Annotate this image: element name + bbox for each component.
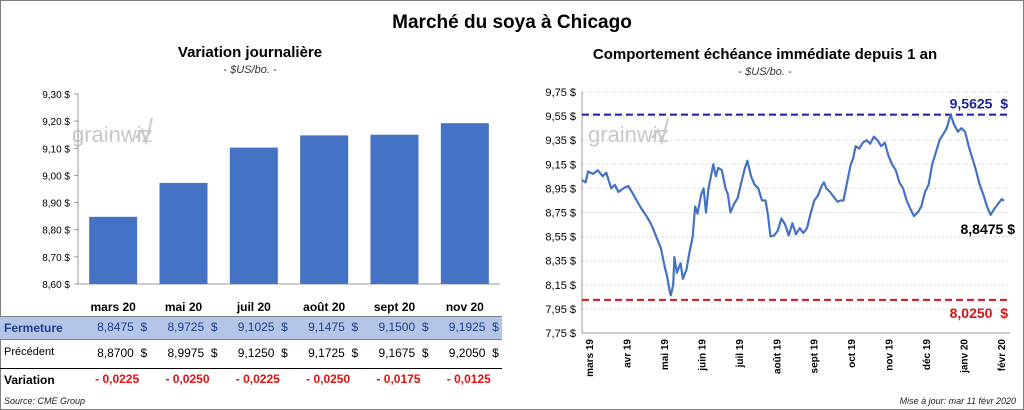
left-chart-unit: - $US/bo. - [223, 64, 277, 76]
watermark-logo: grainwiz [72, 117, 153, 147]
y-tick-label: 8,80 $ [42, 226, 70, 237]
variation-value: - 0,0125 [447, 372, 491, 386]
y-tick-label: 9,30 $ [42, 90, 70, 101]
precedent-value: 8,8700 $ [97, 346, 147, 360]
y-tick-label: 7,95 $ [545, 304, 576, 316]
bar [440, 123, 489, 284]
price-line [581, 113, 1005, 297]
y-tick-label: 9,00 $ [42, 171, 70, 182]
table-row-fermeture: Fermeture [0, 316, 502, 340]
bar [159, 182, 208, 284]
variation-value: - 0,0250 [306, 372, 350, 386]
x-tick-label: oct 19 [847, 339, 858, 368]
precedent-value: 9,2050 $ [449, 346, 499, 360]
bar [89, 216, 138, 284]
y-tick-label: 9,10 $ [42, 144, 70, 155]
fermeture-value: 9,1925 $ [449, 320, 499, 334]
left-bar-chart: grainwiz 8,60 $ 8,70 $ 8,80 $ 8,90 $ 9,00 $ 9,… [42, 90, 500, 386]
precedent-value: 8,9975 $ [167, 346, 217, 360]
source-note: Source: CME Group [4, 396, 86, 406]
variation-value: - 0,0225 [95, 372, 139, 386]
variation-value: - 0,0225 [236, 372, 280, 386]
x-tick-label: mars 20 [90, 300, 136, 314]
right-chart-title: Comportement échéance immédiate depuis 1… [592, 46, 938, 63]
watermark-logo: grainwiz [588, 117, 669, 147]
y-tick-label: 9,55 $ [545, 111, 576, 123]
precedent-label: Précédent [4, 346, 55, 358]
right-chart-unit: - $US/bo. - [738, 66, 792, 78]
x-tick-label: mars 19 [585, 339, 596, 377]
page-title: Marché du soya à Chicago [392, 12, 632, 33]
fermeture-label: Fermeture [4, 321, 63, 335]
y-tick-label: 8,35 $ [545, 256, 576, 268]
reference-label: 8,0250 $ [950, 305, 1009, 321]
y-tick-label: 8,55 $ [545, 232, 576, 244]
x-tick-label: juil 20 [236, 300, 271, 314]
y-tick-label: 9,20 $ [42, 117, 70, 128]
bar [229, 147, 278, 284]
x-tick-label: mai 20 [165, 300, 203, 314]
x-tick-label: déc 19 [922, 339, 933, 371]
precedent-value: 9,1725 $ [308, 346, 358, 360]
variation-label: Variation [4, 373, 55, 387]
y-tick-label: 8,60 $ [42, 280, 70, 291]
y-tick-label: 8,95 $ [545, 183, 576, 195]
x-tick-label: avr 19 [622, 339, 633, 368]
bar [300, 135, 349, 284]
y-tick-label: 8,15 $ [545, 280, 576, 292]
precedent-value: 9,1250 $ [238, 346, 288, 360]
x-tick-label: mai 19 [660, 339, 671, 371]
y-tick-label: 9,35 $ [545, 135, 576, 147]
update-note: Mise à jour: mar 11 févr 2020 [899, 396, 1016, 406]
precedent-value: 9,1675 $ [378, 346, 428, 360]
x-tick-label: janv 20 [960, 339, 971, 374]
x-tick-label: févr 20 [997, 339, 1008, 372]
table-row-variation: Variation [0, 368, 502, 391]
x-tick-label: nov 19 [885, 339, 896, 371]
svg-text:grainwiz: grainwiz [588, 122, 669, 147]
x-tick-label: août 20 [303, 300, 345, 314]
left-chart-title: Variation journalière [177, 44, 323, 61]
variation-value: - 0,0175 [376, 372, 420, 386]
fermeture-value: 8,9725 $ [167, 320, 217, 334]
table-row-precedent: Précédent [0, 342, 502, 364]
fermeture-value: 8,8475 $ [97, 320, 147, 334]
x-tick-label: sept 20 [374, 300, 416, 314]
y-tick-label: 8,75 $ [545, 208, 576, 220]
fermeture-value: 9,1500 $ [378, 320, 428, 334]
x-tick-label: juin 19 [697, 339, 708, 372]
x-tick-label: sept 19 [810, 339, 821, 374]
y-tick-label: 8,90 $ [42, 199, 70, 210]
svg-text:grainwiz: grainwiz [72, 122, 153, 147]
x-tick-label: août 19 [772, 339, 783, 374]
y-tick-label: 7,75 $ [545, 328, 576, 340]
y-tick-label: 9,15 $ [545, 159, 576, 171]
bar [370, 134, 419, 284]
x-tick-label: juil 19 [735, 339, 746, 369]
x-tick-label: nov 20 [446, 300, 484, 314]
y-tick-label: 9,75 $ [545, 87, 576, 99]
fermeture-value: 9,1475 $ [308, 320, 358, 334]
fermeture-value: 9,1025 $ [238, 320, 288, 334]
reference-label: 9,5625 $ [950, 96, 1009, 112]
variation-value: - 0,0250 [165, 372, 209, 386]
last-value-label: 8,8475 $ [961, 221, 1016, 237]
y-tick-label: 8,70 $ [42, 253, 70, 264]
